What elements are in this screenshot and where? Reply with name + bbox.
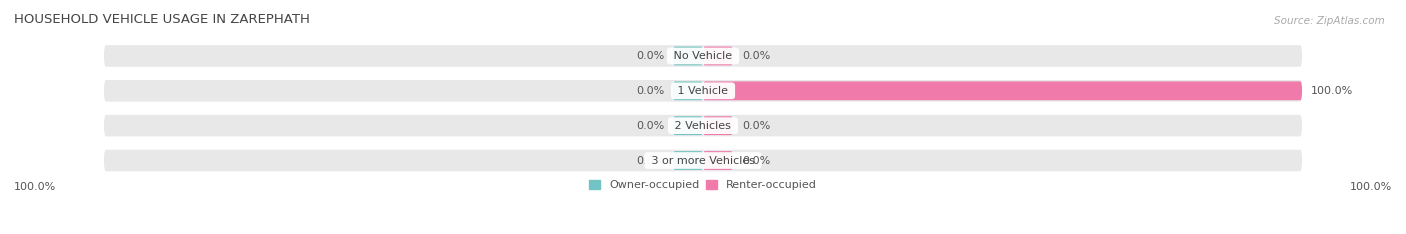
Text: 1 Vehicle: 1 Vehicle — [675, 86, 731, 96]
FancyBboxPatch shape — [673, 151, 703, 170]
Text: 0.0%: 0.0% — [636, 86, 664, 96]
FancyBboxPatch shape — [104, 45, 1302, 67]
Text: No Vehicle: No Vehicle — [671, 51, 735, 61]
Text: 0.0%: 0.0% — [636, 51, 664, 61]
FancyBboxPatch shape — [673, 81, 703, 100]
Text: 3 or more Vehicles: 3 or more Vehicles — [648, 156, 758, 165]
FancyBboxPatch shape — [703, 116, 733, 135]
Text: HOUSEHOLD VEHICLE USAGE IN ZAREPHATH: HOUSEHOLD VEHICLE USAGE IN ZAREPHATH — [14, 13, 309, 26]
FancyBboxPatch shape — [104, 80, 1302, 102]
Text: 100.0%: 100.0% — [1350, 182, 1392, 192]
FancyBboxPatch shape — [104, 150, 1302, 171]
Text: Source: ZipAtlas.com: Source: ZipAtlas.com — [1274, 16, 1385, 26]
Text: 0.0%: 0.0% — [742, 121, 770, 131]
Text: 0.0%: 0.0% — [742, 51, 770, 61]
FancyBboxPatch shape — [703, 151, 733, 170]
Text: 0.0%: 0.0% — [742, 156, 770, 165]
FancyBboxPatch shape — [673, 47, 703, 65]
Text: 100.0%: 100.0% — [1310, 86, 1354, 96]
Text: 100.0%: 100.0% — [14, 182, 56, 192]
FancyBboxPatch shape — [703, 81, 1302, 100]
FancyBboxPatch shape — [104, 115, 1302, 136]
Text: 0.0%: 0.0% — [636, 121, 664, 131]
Text: 0.0%: 0.0% — [636, 156, 664, 165]
Legend: Owner-occupied, Renter-occupied: Owner-occupied, Renter-occupied — [585, 175, 821, 194]
Text: 2 Vehicles: 2 Vehicles — [671, 121, 735, 131]
FancyBboxPatch shape — [703, 47, 733, 65]
FancyBboxPatch shape — [673, 116, 703, 135]
